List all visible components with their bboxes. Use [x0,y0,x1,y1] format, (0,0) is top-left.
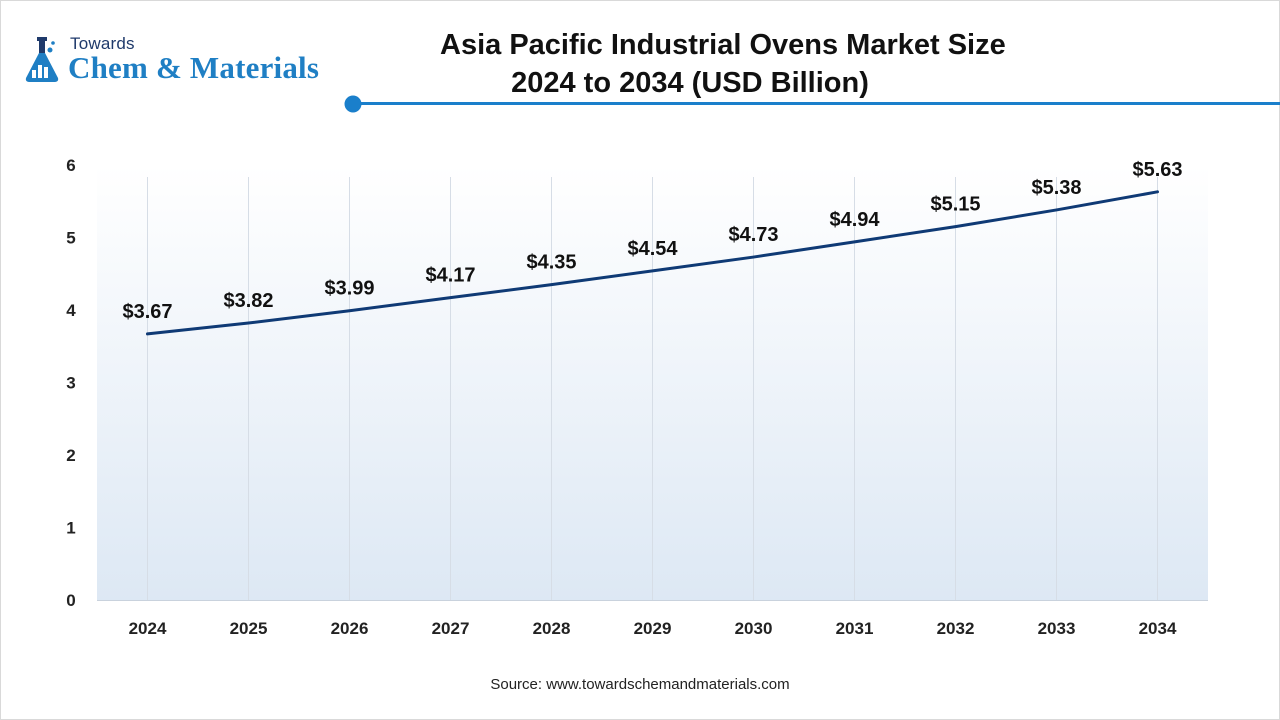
chart-title-line2: 2024 to 2034 (USD Billion) [511,67,869,99]
brand-logo: Towards Chem & Materials [22,34,342,90]
x-tick-label: 2024 [129,619,167,638]
title-divider [344,95,1280,113]
data-label: $4.35 [526,252,576,274]
logo-text-main: Chem & Materials [68,50,320,85]
series-line [146,190,1159,336]
x-tick-label: 2029 [634,619,672,638]
x-tick-label: 2034 [1139,619,1177,638]
logo-text-towards: Towards [70,34,135,53]
x-tick-label: 2026 [331,619,369,638]
data-label: $4.17 [425,265,475,287]
y-tick-label: 1 [66,519,75,538]
data-label: $4.54 [627,238,678,260]
data-label: $4.73 [728,224,778,246]
y-tick-label: 2 [66,446,75,465]
y-tick-label: 4 [66,301,76,320]
data-label: $5.15 [930,194,980,216]
chart-title-line1: Asia Pacific Industrial Ovens Market Siz… [440,29,1006,61]
x-tick-label: 2032 [937,619,975,638]
source-note: Source: www.towardschemandmaterials.com [490,676,790,693]
data-label: $5.38 [1031,177,1081,199]
y-tick-label: 3 [66,374,75,393]
y-tick-label: 0 [66,591,75,610]
flask-icon [25,37,59,82]
data-label: $4.94 [829,209,880,231]
data-label: $3.82 [223,290,273,312]
x-tick-label: 2025 [230,619,268,638]
x-tick-label: 2028 [533,619,571,638]
chart-title: Asia Pacific Industrial Ovens Market Siz… [440,26,1006,102]
x-tick-label: 2027 [432,619,470,638]
data-label: $3.99 [324,278,374,300]
y-tick-label: 5 [66,229,75,248]
y-tick-label: 6 [66,156,75,175]
x-tick-label: 2033 [1038,619,1076,638]
data-label: $5.63 [1132,159,1182,181]
x-tick-label: 2030 [735,619,773,638]
x-tick-label: 2031 [836,619,874,638]
data-label: $3.67 [122,301,172,323]
